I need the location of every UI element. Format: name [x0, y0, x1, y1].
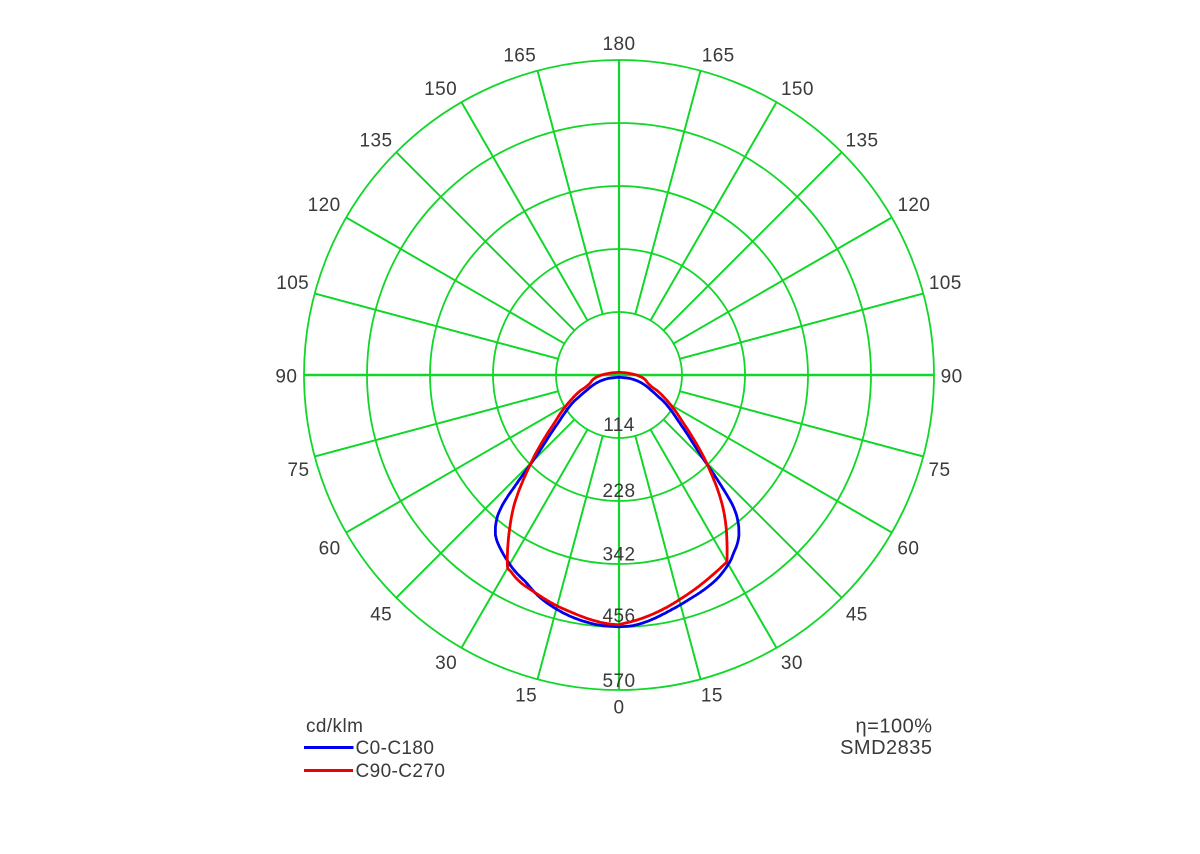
svg-text:75: 75 — [929, 460, 951, 481]
svg-text:C0-C180: C0-C180 — [356, 738, 435, 759]
svg-text:C90-C270: C90-C270 — [356, 761, 446, 782]
svg-text:15: 15 — [701, 685, 723, 706]
svg-text:75: 75 — [288, 460, 310, 481]
svg-text:90: 90 — [275, 366, 297, 387]
svg-text:60: 60 — [897, 538, 919, 559]
svg-text:180: 180 — [603, 34, 636, 55]
svg-text:60: 60 — [319, 538, 341, 559]
svg-text:30: 30 — [435, 653, 457, 674]
svg-text:η=100%: η=100% — [856, 715, 933, 737]
svg-text:342: 342 — [603, 544, 636, 565]
svg-text:120: 120 — [308, 195, 341, 216]
svg-text:120: 120 — [897, 195, 930, 216]
svg-text:150: 150 — [424, 79, 457, 100]
svg-text:105: 105 — [929, 273, 962, 294]
svg-text:SMD2835: SMD2835 — [840, 737, 932, 759]
svg-text:135: 135 — [360, 130, 393, 151]
svg-text:228: 228 — [603, 481, 636, 502]
svg-text:cd/klm: cd/klm — [306, 716, 363, 737]
svg-text:45: 45 — [370, 604, 392, 625]
svg-text:570: 570 — [603, 671, 636, 692]
svg-text:30: 30 — [781, 653, 803, 674]
svg-text:135: 135 — [846, 130, 879, 151]
svg-text:165: 165 — [702, 46, 735, 67]
svg-text:45: 45 — [846, 604, 868, 625]
svg-text:150: 150 — [781, 79, 814, 100]
svg-text:15: 15 — [515, 685, 537, 706]
svg-text:165: 165 — [503, 46, 536, 67]
svg-text:90: 90 — [941, 366, 963, 387]
svg-text:0: 0 — [614, 697, 625, 718]
svg-text:105: 105 — [276, 273, 309, 294]
svg-text:114: 114 — [603, 415, 635, 436]
